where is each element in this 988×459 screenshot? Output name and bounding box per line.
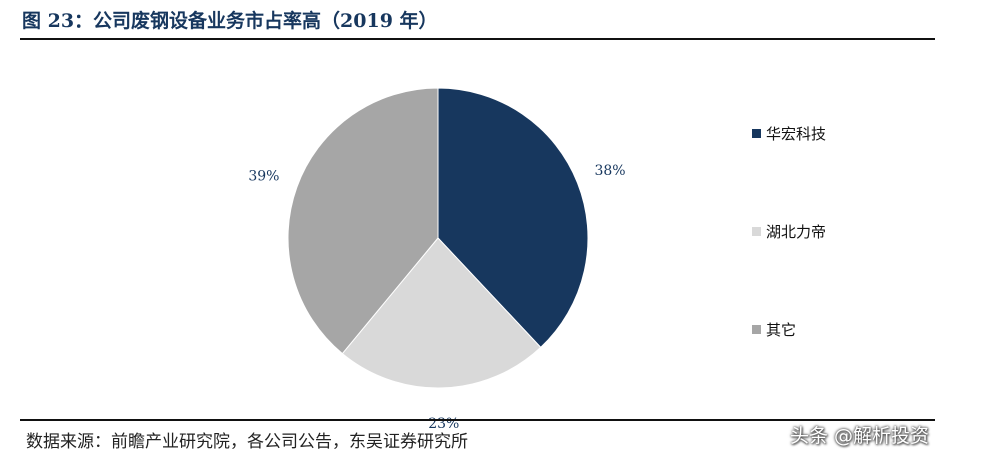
figure-title: 图 23：公司废钢设备业务市占率高（2019 年） <box>22 10 438 32</box>
source-note: 数据来源：前瞻产业研究院，各公司公告，东吴证券研究所 <box>26 432 468 452</box>
legend-swatch <box>752 129 761 138</box>
pie-data-label: 38% <box>594 163 625 179</box>
pie-slice-0 <box>437 87 589 349</box>
legend-swatch <box>752 325 761 334</box>
bottom-rule <box>20 419 935 421</box>
legend-swatch <box>752 227 761 236</box>
pie-slices <box>287 87 589 389</box>
legend-label: 湖北力帝 <box>766 223 826 241</box>
pie-slice-2 <box>287 87 439 355</box>
watermark: 头条 @解析投资 <box>790 425 930 447</box>
pie-slice-1 <box>341 237 542 389</box>
legend-label: 其它 <box>766 321 796 339</box>
top-rule <box>20 38 935 40</box>
legend-label: 华宏科技 <box>766 125 826 143</box>
pie-data-label: 39% <box>248 168 279 184</box>
